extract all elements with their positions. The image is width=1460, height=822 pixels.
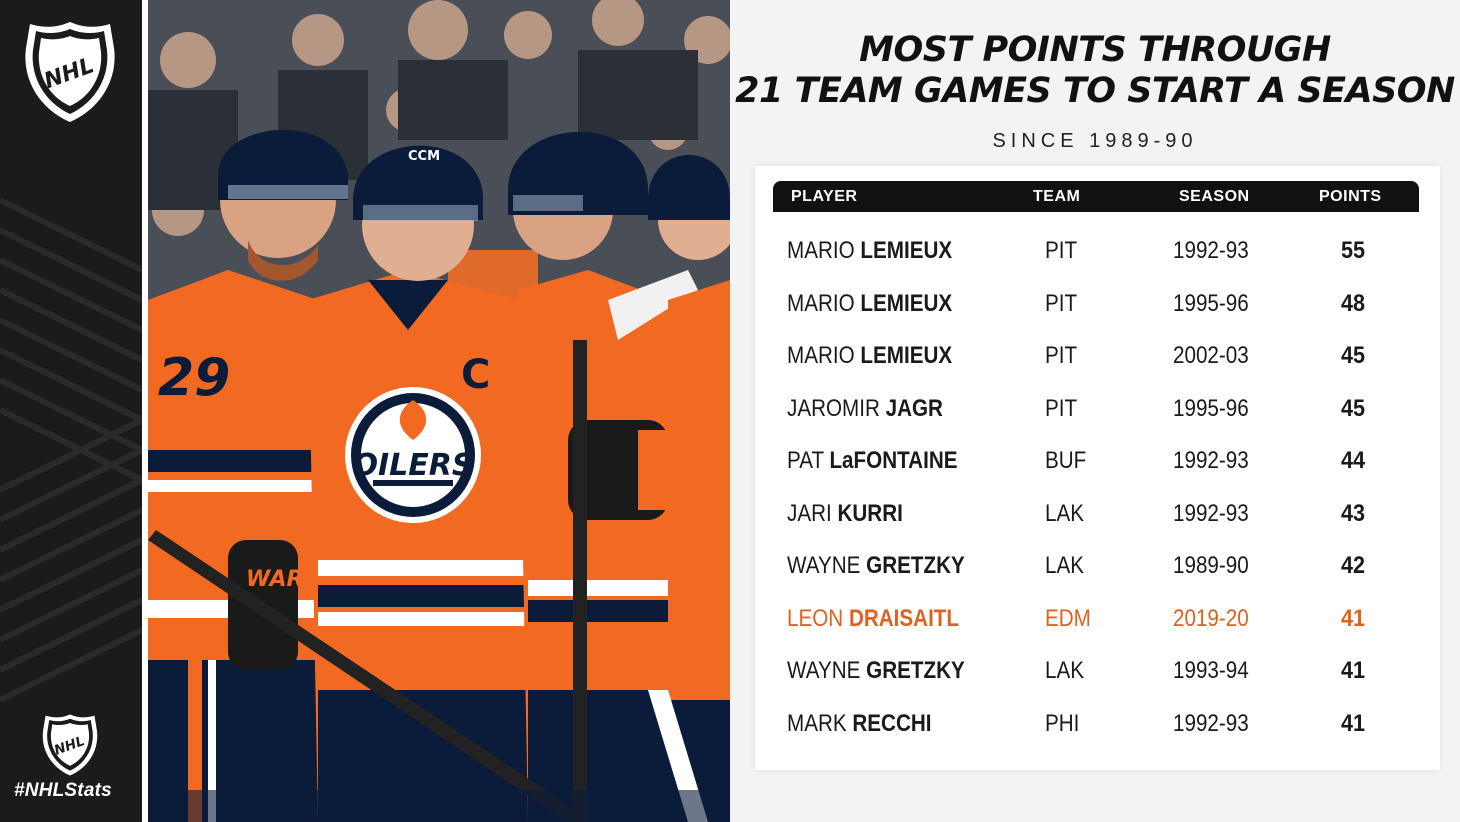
season-cell: 1992-93 <box>1173 447 1249 474</box>
season-cell: 1989-90 <box>1173 552 1249 579</box>
season-cell: 1995-96 <box>1173 394 1249 422</box>
player-last-name: DRAISAITL <box>848 604 960 632</box>
table-row: MARIO LEMIEUX PIT 2002-03 45 <box>773 329 1419 382</box>
team-cell: PIT <box>1045 237 1078 264</box>
player-first-name: MARIO <box>787 342 855 369</box>
table-row: JAROMIR JAGR PIT 1995-96 45 <box>773 382 1419 435</box>
points-cell: 55 <box>1341 237 1366 264</box>
glove-brand: WARR <box>246 567 320 592</box>
table-row: WAYNE GRETZKY LAK 1989-90 42 <box>773 539 1419 592</box>
stats-table: PLAYER TEAM SEASON POINTS MARIO LEMIEUX … <box>755 166 1440 770</box>
points-cell: 41 <box>1341 709 1366 737</box>
table-row: WAYNE GRETZKY LAK 1993-94 41 <box>773 644 1419 697</box>
points-cell: 45 <box>1341 342 1366 369</box>
table-header: PLAYER TEAM SEASON POINTS <box>773 181 1419 212</box>
season-cell: 2002-03 <box>1173 342 1249 369</box>
jersey-number: 29 <box>158 348 230 408</box>
team-cell: BUF <box>1045 447 1087 474</box>
player-name: MARIO LEMIEUX <box>787 342 952 370</box>
table-row: MARK RECCHI PHI 1992-93 41 <box>773 697 1419 750</box>
player-last-name: GRETZKY <box>866 657 965 684</box>
player-first-name: JARI <box>787 499 832 527</box>
season-cell: 1992-93 <box>1173 499 1249 527</box>
player-name: MARIO LEMIEUX <box>787 290 952 318</box>
title-line-2: 21 TEAM GAMES TO START A SEASON <box>735 71 1455 111</box>
table-row: MARIO LEMIEUX PIT 1992-93 55 <box>773 224 1419 277</box>
title-line-1: MOST POINTS THROUGH <box>859 30 1331 70</box>
player-name: LEON DRAISAITL <box>787 605 959 633</box>
oilers-crest-text: OILERS <box>353 448 474 483</box>
player-name: JARI KURRI <box>787 500 903 528</box>
player-last-name: LEMIEUX <box>860 237 953 264</box>
player-last-name: LEMIEUX <box>860 342 953 369</box>
table-row: PAT LaFONTAINE BUF 1992-93 44 <box>773 434 1419 487</box>
players-photo: 29 WARR CCM C OILERS <box>148 0 730 822</box>
points-cell: 43 <box>1341 499 1366 527</box>
team-cell: LAK <box>1045 657 1085 684</box>
points-cell: 48 <box>1341 289 1366 317</box>
player-last-name: LaFONTAINE <box>829 447 958 474</box>
season-cell: 2019-20 <box>1173 604 1249 632</box>
helmet-brand: CCM <box>408 149 440 164</box>
player-first-name: LEON <box>787 604 844 632</box>
player-first-name: WAYNE <box>787 657 861 684</box>
nhlstats-hashtag: #NHLStats <box>14 780 112 801</box>
player-first-name: MARIO <box>787 289 855 317</box>
divider <box>142 0 148 822</box>
chevron-pattern-icon <box>0 197 142 703</box>
team-cell: LAK <box>1045 552 1085 579</box>
season-cell: 1992-93 <box>1173 237 1249 264</box>
player-first-name: MARIO <box>787 237 855 264</box>
nhl-shield-small-icon: NHL <box>42 714 98 776</box>
season-cell: 1992-93 <box>1173 709 1249 737</box>
team-cell: PIT <box>1045 394 1078 422</box>
player-first-name: JAROMIR <box>787 394 880 422</box>
header-points: POINTS <box>1319 188 1382 205</box>
player-last-name: LEMIEUX <box>860 289 953 317</box>
player-last-name: GRETZKY <box>866 552 965 579</box>
player-last-name: RECCHI <box>852 709 932 737</box>
team-cell: PHI <box>1045 709 1080 737</box>
points-cell: 41 <box>1341 604 1366 632</box>
table-row: JARI KURRI LAK 1992-93 43 <box>773 487 1419 540</box>
player-last-name: JAGR <box>885 394 943 422</box>
player-first-name: MARK <box>787 709 847 737</box>
header-player: PLAYER <box>791 188 858 205</box>
stats-panel: MOST POINTS THROUGH 21 TEAM GAMES TO STA… <box>730 0 1460 822</box>
points-cell: 45 <box>1341 394 1366 422</box>
header-team: TEAM <box>1033 188 1081 205</box>
player-first-name: PAT <box>787 447 824 474</box>
player-name: WAYNE GRETZKY <box>787 657 965 685</box>
player-name: MARIO LEMIEUX <box>787 237 952 265</box>
brand-strip: NHL NHL #NHLStats <box>0 0 142 822</box>
page-title: MOST POINTS THROUGH 21 TEAM GAMES TO STA… <box>730 30 1460 112</box>
player-name: PAT LaFONTAINE <box>787 447 957 475</box>
team-cell: PIT <box>1045 342 1078 369</box>
table-body: MARIO LEMIEUX PIT 1992-93 55 MARIO LEMIE… <box>773 224 1419 749</box>
player-last-name: KURRI <box>837 499 903 527</box>
season-cell: 1995-96 <box>1173 289 1249 317</box>
player-name: WAYNE GRETZKY <box>787 552 965 580</box>
header-season: SEASON <box>1179 188 1250 205</box>
points-cell: 41 <box>1341 657 1366 684</box>
player-name: JAROMIR JAGR <box>787 395 943 423</box>
captain-letter: C <box>461 352 490 398</box>
season-cell: 1993-94 <box>1173 657 1249 684</box>
player-first-name: WAYNE <box>787 552 861 579</box>
subtitle: SINCE 1989-90 <box>992 130 1198 152</box>
player-name: MARK RECCHI <box>787 710 932 738</box>
table-row-highlighted: LEON DRAISAITL EDM 2019-20 41 <box>773 592 1419 645</box>
team-cell: EDM <box>1045 604 1091 632</box>
team-cell: PIT <box>1045 289 1078 317</box>
team-cell: LAK <box>1045 499 1085 527</box>
points-cell: 44 <box>1341 447 1366 474</box>
nhl-shield-icon: NHL <box>25 22 115 122</box>
table-row: MARIO LEMIEUX PIT 1995-96 48 <box>773 277 1419 330</box>
oilers-players-illustration: 29 WARR CCM C OILERS <box>148 0 730 822</box>
points-cell: 42 <box>1341 552 1366 579</box>
